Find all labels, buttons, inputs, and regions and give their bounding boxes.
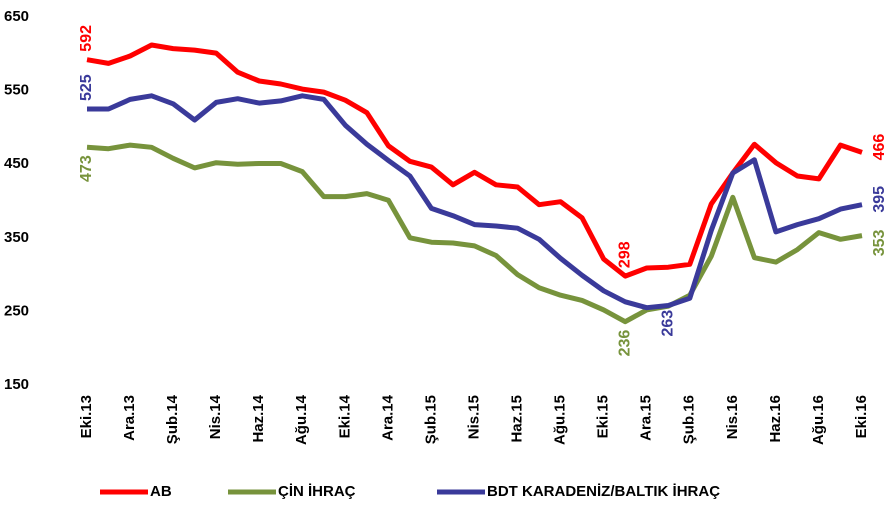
data-label: 263 [659,310,676,337]
x-tick-label: Ağu.15 [552,395,569,445]
data-label: 592 [78,25,95,52]
series-line [86,142,863,325]
series-line [86,42,863,279]
x-tick-label: Ara.14 [379,394,396,441]
x-tick-label: Eki.14 [336,394,353,438]
y-tick-label: 450 [4,155,29,172]
data-label: 298 [616,241,633,268]
x-tick-label: Eki.15 [595,395,612,438]
x-tick-label: Şub.16 [681,395,698,444]
y-tick-label: 650 [4,8,29,25]
legend-label: BDT KARADENİZ/BALTIK İHRAÇ [487,483,720,500]
x-tick-label: Ara.13 [121,395,138,441]
x-tick-label: Haz.16 [767,395,784,443]
data-label: 473 [78,155,95,182]
y-tick-label: 550 [4,82,29,99]
x-tick-label: Şub.15 [422,395,439,444]
data-label: 525 [78,74,95,101]
x-tick-label: Eki.13 [78,395,95,438]
y-tick-label: 250 [4,302,29,319]
x-tick-label: Eki.16 [853,395,870,438]
x-tick-label: Ara.15 [638,395,655,441]
x-tick-label: Haz.14 [250,394,267,442]
x-tick-label: Nis.14 [207,394,224,439]
legend-label: AB [150,483,172,500]
data-label: 466 [871,134,888,161]
data-label: 353 [871,229,888,256]
x-tick-label: Nis.16 [724,395,741,439]
x-tick-label: Ağu.16 [810,395,827,445]
legend-label: ÇİN İHRAÇ [278,483,356,500]
x-tick-label: Şub.14 [164,394,181,444]
y-tick-label: 150 [4,376,29,393]
y-tick-label: 350 [4,229,29,246]
series-line [87,93,863,311]
data-label: 236 [616,330,633,357]
x-tick-label: Ağu.14 [293,394,310,445]
x-tick-label: Nis.15 [465,395,482,439]
x-tick-label: Haz.15 [509,395,526,443]
data-label: 395 [871,186,888,213]
